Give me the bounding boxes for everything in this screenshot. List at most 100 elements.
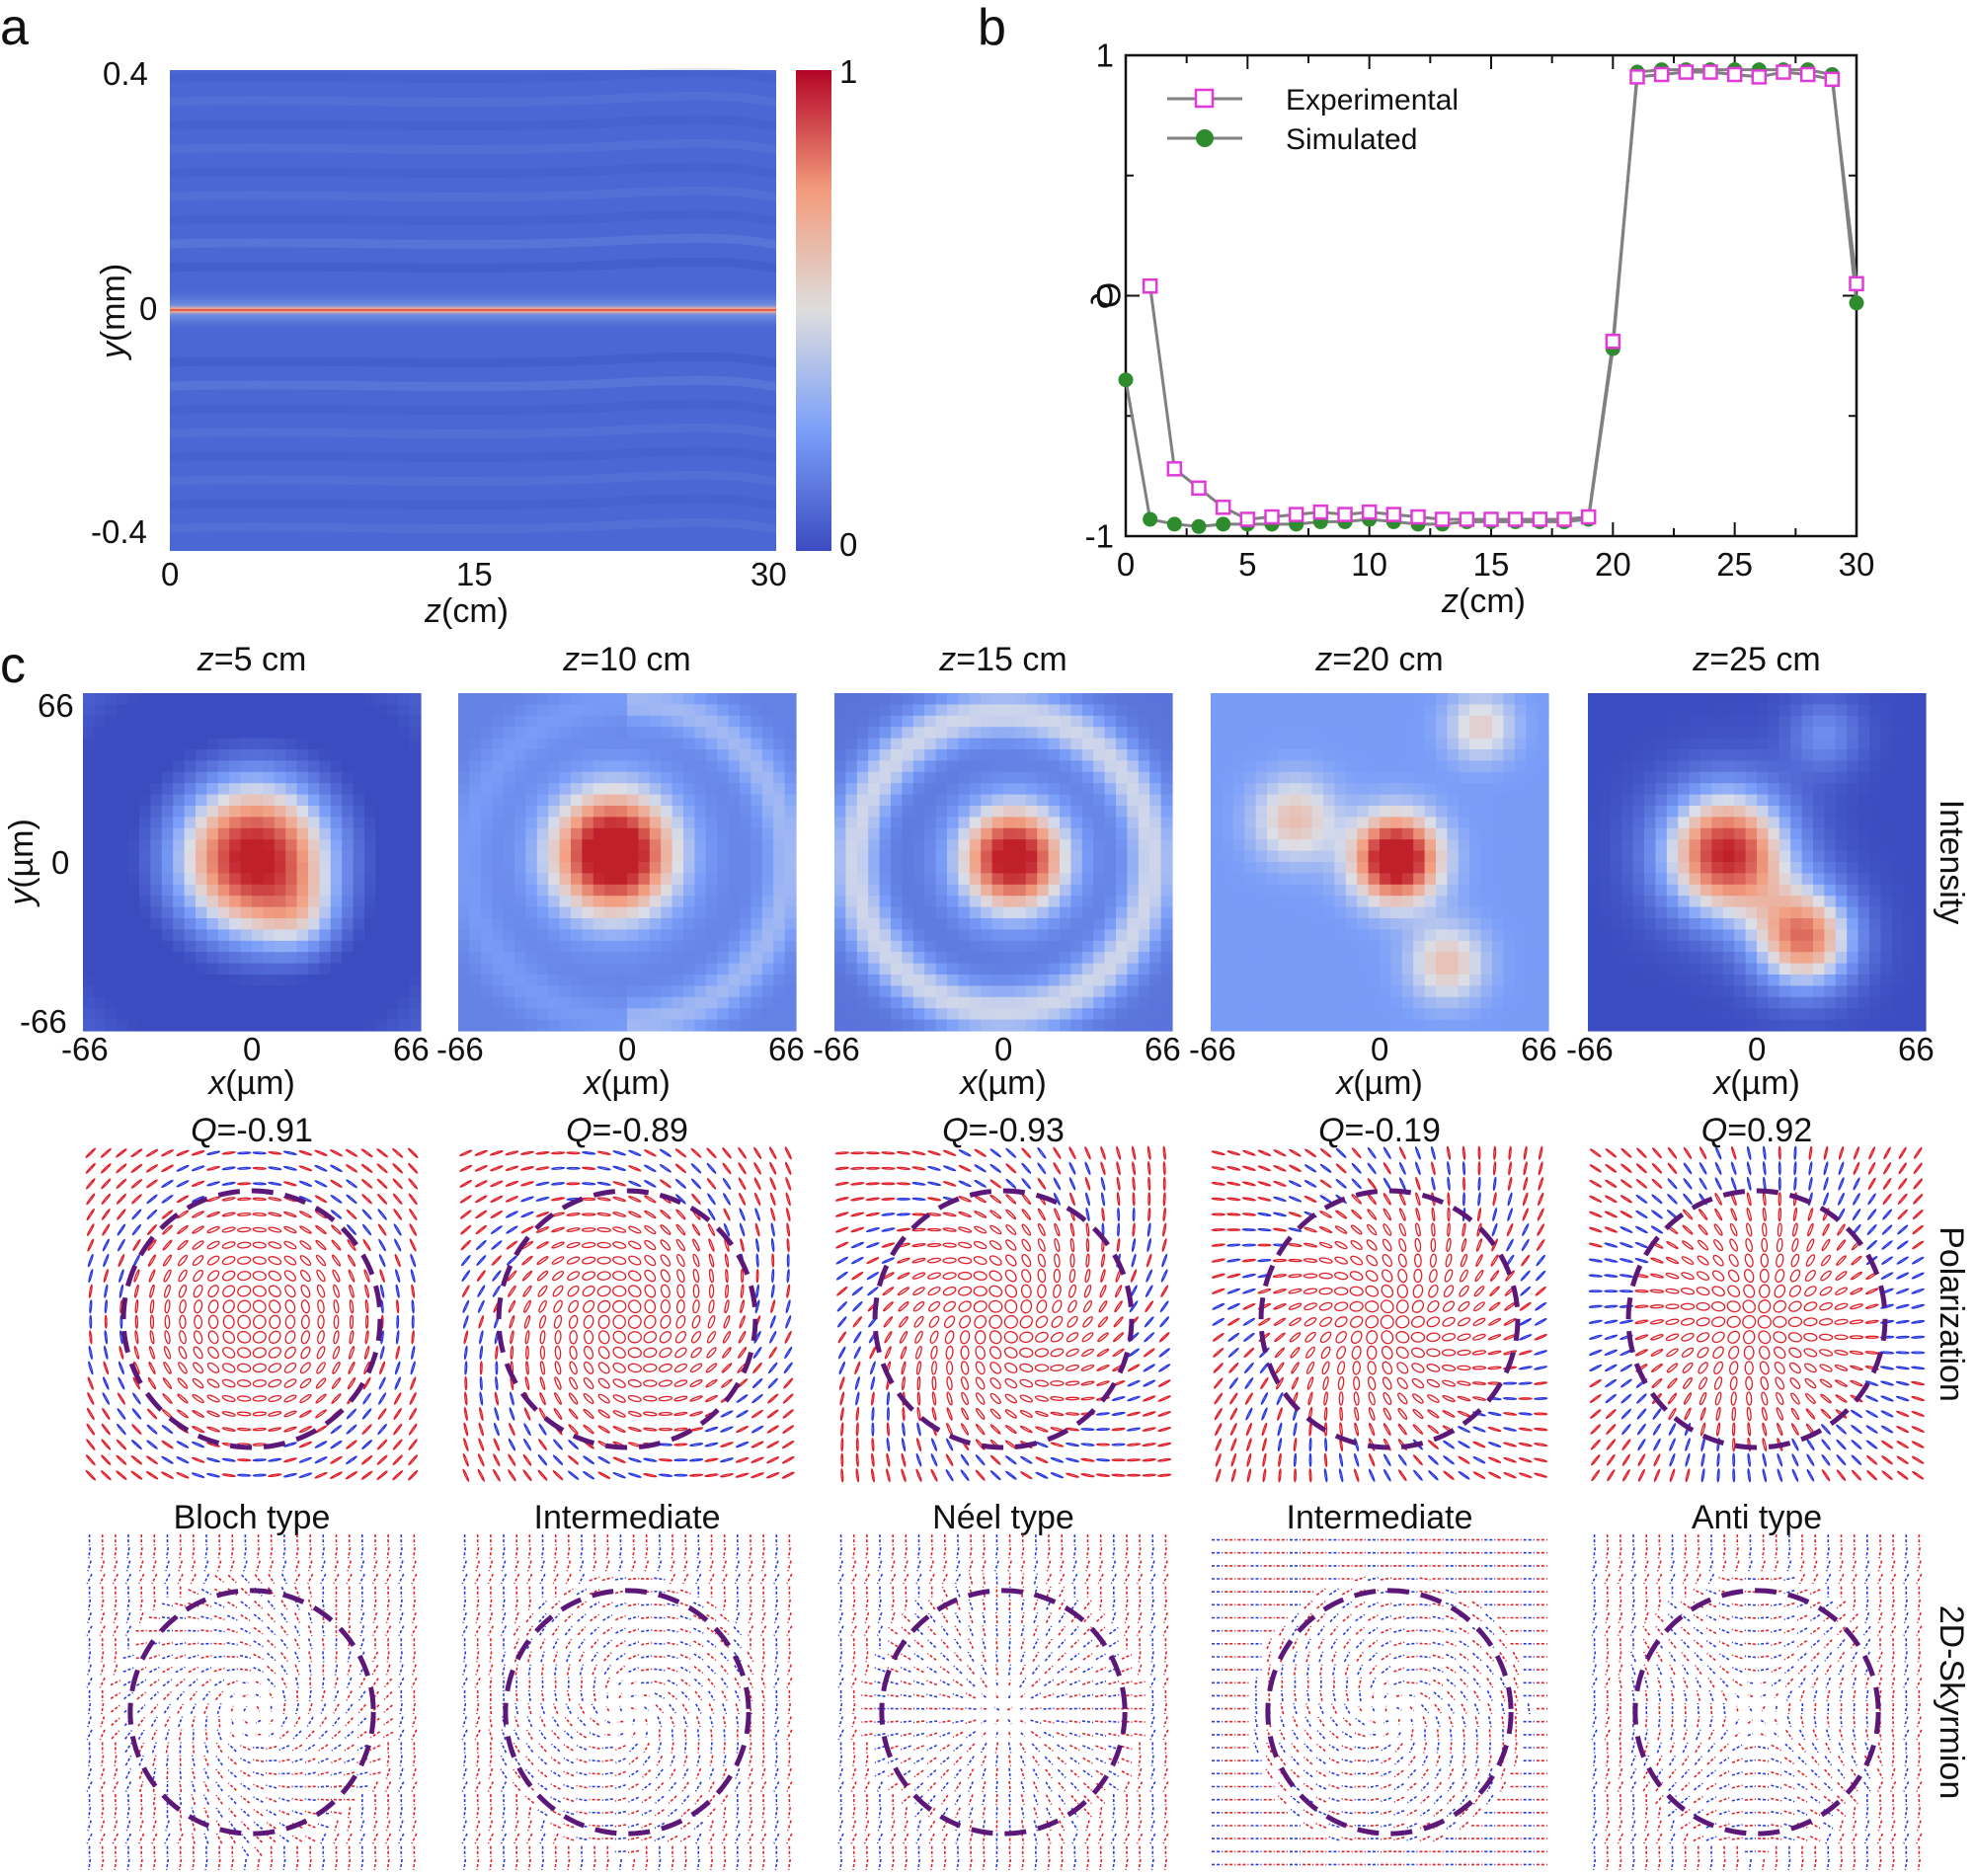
intensity-pixel [694,771,707,784]
intensity-pixel [409,715,422,728]
intensity-pixel [139,704,151,717]
polarization-ellipse [376,1439,388,1450]
intensity-pixel [845,738,858,750]
skyrmion-vector [524,1768,534,1778]
intensity-pixel [1070,727,1083,740]
polarization-ellipse [508,1453,516,1466]
intensity-pixel [525,771,538,784]
intensity-pixel [308,794,320,807]
skyrmion-vector [359,1638,365,1650]
skyrmion-vector [734,1665,742,1676]
intensity-pixel [469,975,482,986]
intensity-pixel [773,704,786,717]
intensity-pixel [274,873,286,886]
intensity-pixel [492,850,505,863]
intensity-pixel [1081,749,1094,761]
intensity-pixel [503,963,515,976]
intensity-pixel [480,873,493,886]
skyrmion-vector [241,1821,250,1831]
simulated-point [1166,516,1182,532]
polarization-ellipse [539,1345,546,1361]
polarization-ellipse [206,1378,220,1388]
polarization-ellipse [627,1457,642,1463]
polarization-ellipse [345,1164,358,1173]
intensity-pixel [548,985,561,998]
skyrmion-vector [348,1547,352,1559]
intensity-pixel [694,715,707,728]
intensity-pixel [409,738,422,750]
skyrmion-vector [110,1691,121,1699]
polarization-ellipse [85,1162,96,1174]
intensity-pixel [582,693,594,705]
intensity-pixel [592,850,605,863]
intensity-pixel [1149,704,1162,717]
polarization-ellipse [177,1393,189,1404]
intensity-pixel [592,827,605,840]
intensity-pixel [879,771,892,784]
skyrmion-vector [679,1615,691,1620]
polarization-ellipse [735,1472,750,1478]
intensity-pixel [902,952,914,965]
intensity-pixel [750,918,763,930]
polarization-ellipse [346,1209,357,1220]
intensity-pixel [94,794,107,807]
polarization-ellipse [707,1208,716,1221]
polarization-ellipse [376,1454,388,1465]
intensity-pixel [150,985,163,998]
intensity-pixel [638,975,651,986]
polarization-ellipse [507,1270,517,1282]
intensity-pixel [353,940,365,953]
polarization-ellipse [612,1196,627,1203]
intensity-pixel [683,1008,695,1021]
intensity-pixel [409,862,422,874]
polarization-ellipse [766,1471,780,1479]
skyrmion-vector [617,1680,623,1685]
intensity-pixel [604,862,617,874]
intensity-pixel [705,839,718,852]
skyrmion-vector [525,1743,534,1753]
skyrmion-vector [551,1730,560,1740]
intensity-pixel [935,839,948,852]
skyrmion-vector [215,1756,223,1766]
intensity-pixel [1037,940,1050,953]
intensity-pixel [868,940,881,953]
intensity-pixel [694,760,707,773]
intensity-pixel [342,896,355,908]
intensity-pixel [117,918,129,930]
polarization-ellipse [284,1285,296,1298]
skyrmion-vector [345,1703,354,1714]
polarization-ellipse [768,1346,777,1360]
polarization-ellipse [738,1192,747,1206]
intensity-pixel [458,884,470,897]
intensity-pixel [229,996,242,1009]
intensity-pixel [1037,918,1050,930]
intensity-pixel [375,850,388,863]
intensity-pixel [240,715,253,728]
intensity-pixel [469,1019,482,1032]
polarization-ellipse [132,1254,141,1268]
intensity-pixel [750,850,763,863]
polarization-ellipse [282,1181,297,1187]
intensity-pixel [1060,929,1071,942]
polarization-ellipse [87,1392,95,1406]
intensity-pixel [845,918,858,930]
intensity-pixel [161,817,174,829]
polarization-ellipse [100,1470,112,1481]
intensity-pixel [1025,918,1038,930]
skyrmion-vector [592,1664,597,1676]
intensity-pixel [1138,896,1150,908]
skyrmion-vector [786,1781,793,1792]
intensity-pixel [525,749,538,761]
intensity-pixel [856,738,869,750]
simulated-point [1849,295,1864,311]
skyrmion-vector [412,1702,416,1715]
intensity-pixel [296,850,309,863]
intensity-pixel [173,749,186,761]
intensity-pixel [991,771,1004,784]
skyrmion-vector [551,1601,561,1609]
skyrmion-vector [331,1758,342,1764]
intensity-pixel [386,996,399,1009]
intensity-pixel [661,1019,673,1032]
polarization-ellipse [332,1362,341,1374]
skyrmion-vector [304,1758,316,1763]
